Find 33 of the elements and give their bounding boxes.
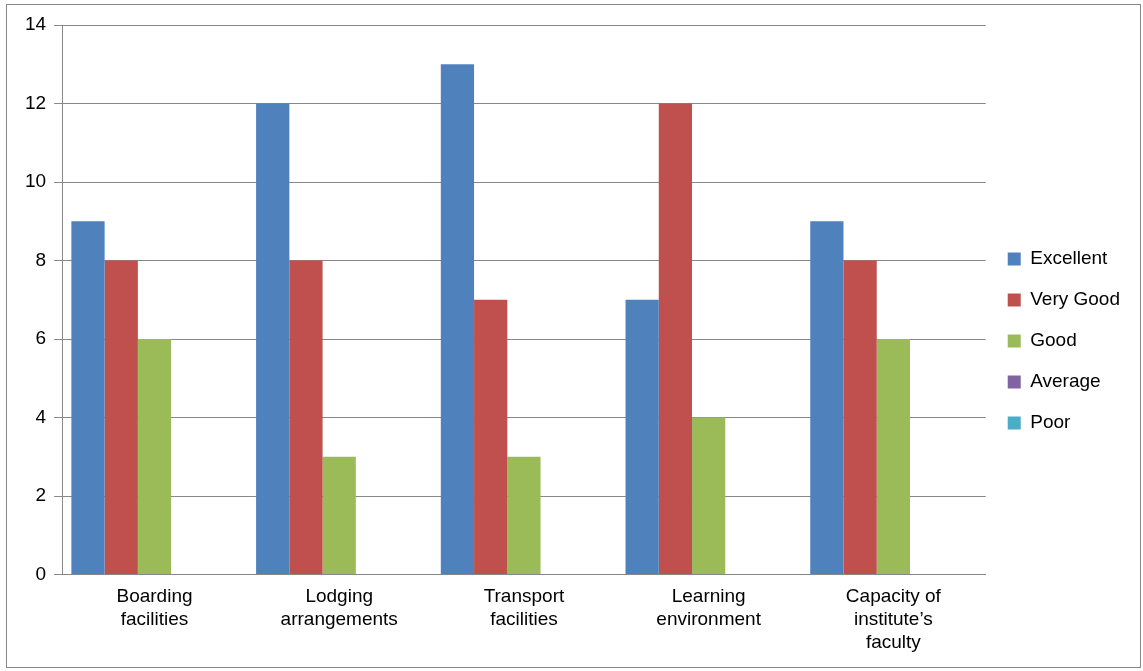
y-tick-label: 6 [35, 327, 47, 349]
x-tick-label: Learning environment [656, 585, 762, 630]
x-tick-label: Capacity of institute’s faculty [845, 585, 942, 652]
bar [440, 64, 475, 575]
y-tick-label: 10 [24, 170, 47, 192]
y-tick-label: 12 [24, 91, 47, 113]
bar [71, 221, 105, 575]
y-tick-label: 2 [35, 484, 47, 506]
bar [810, 221, 844, 575]
bar [507, 456, 541, 575]
legend-label: Excellent [1030, 247, 1109, 269]
bar [658, 103, 693, 575]
y-tick-label: 0 [35, 562, 47, 584]
legend-label: Poor [1030, 411, 1072, 433]
bar [256, 103, 290, 575]
y-tick-label: 8 [35, 248, 47, 270]
legend-label: Very Good [1030, 288, 1120, 310]
bar [289, 260, 323, 575]
bar [104, 260, 138, 575]
bar [843, 260, 877, 575]
bar [876, 339, 910, 575]
legend-label: Good [1030, 329, 1077, 351]
x-tick-label: Boarding facilities [116, 585, 193, 630]
bar [322, 456, 356, 575]
bar [692, 417, 726, 575]
legend-label: Average [1030, 370, 1101, 392]
y-tick-label: 14 [24, 13, 47, 35]
bar [474, 299, 508, 575]
bar [625, 299, 659, 575]
x-tick-label: Lodging arrangements [280, 585, 398, 630]
x-tick-label: Transport facilities [483, 585, 565, 630]
y-tick-label: 4 [35, 405, 47, 427]
bar [137, 339, 172, 575]
